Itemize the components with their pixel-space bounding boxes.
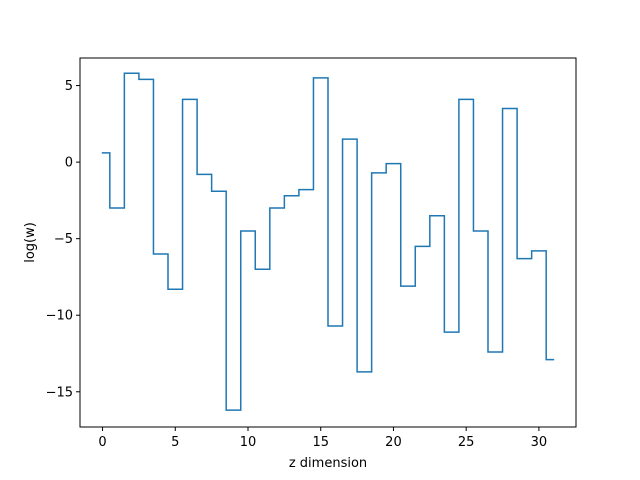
x-tick-label: 25 — [458, 435, 475, 450]
y-tick-label: 0 — [65, 156, 73, 171]
x-tick-label: 15 — [312, 435, 329, 450]
x-tick-label: 30 — [531, 435, 548, 450]
x-axis-label: z dimension — [289, 456, 367, 471]
y-axis-ticks: −15 −10 −5 0 5 — [46, 79, 80, 400]
y-axis-label: log(w) — [23, 222, 38, 263]
series-line — [101, 72, 555, 411]
y-tick-label: −5 — [54, 232, 73, 247]
y-tick-label: −15 — [46, 385, 73, 400]
x-tick-label: 20 — [385, 435, 402, 450]
x-tick-label: 0 — [98, 435, 106, 450]
series-layer — [101, 72, 555, 411]
y-tick-label: −10 — [46, 309, 73, 324]
y-tick-label: 5 — [65, 79, 73, 94]
plot-frame — [79, 57, 577, 428]
x-axis-ticks: 0 5 10 15 20 25 30 — [98, 427, 547, 450]
x-tick-label: 10 — [240, 435, 257, 450]
x-tick-label: 5 — [171, 435, 179, 450]
